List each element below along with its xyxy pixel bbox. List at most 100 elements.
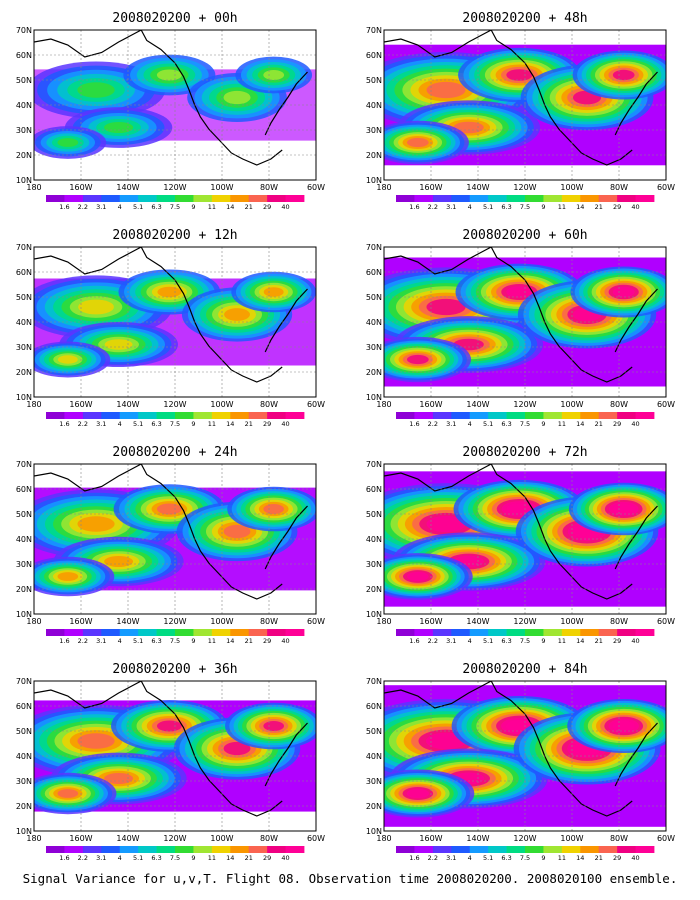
map-panel: 2008020200 + 48h 70N 60N 50N 40N 30N 20N 10N180… (366, 11, 675, 211)
lat-label: 20N (366, 585, 382, 594)
map-panel: 2008020200 + 24h 70N 60N 50N 40N 30N 20N 10N180… (16, 445, 325, 645)
colorbar-label: 4 (468, 203, 472, 211)
lat-label: 20N (366, 802, 382, 811)
colorbar-label: 3.1 (96, 637, 106, 645)
colorbar-swatch (525, 412, 544, 419)
colorbar-swatch (64, 412, 84, 419)
colorbar-label: 29 (613, 637, 621, 645)
colorbar-label: 2.2 (428, 637, 438, 645)
lon-label: 120W (163, 834, 186, 843)
colorbar-label: 7.5 (520, 203, 530, 211)
colorbar-swatch (175, 846, 194, 853)
colorbar-label: 29 (613, 420, 621, 428)
lon-label: 140W (116, 183, 139, 192)
colorbar-label: 11 (208, 637, 216, 645)
colorbar-label: 3.1 (446, 420, 456, 428)
lon-label: 180 (376, 617, 391, 626)
colorbar-label: 14 (576, 637, 584, 645)
coastline (581, 583, 633, 600)
colorbar-label: 1.6 (59, 420, 69, 428)
colorbar-label: 14 (226, 854, 234, 862)
colorbar-label: 5.1 (133, 637, 143, 645)
colorbar-swatch (561, 846, 581, 853)
lat-label: 10N (16, 827, 32, 836)
colorbar-swatch (561, 195, 581, 202)
colorbar-swatch (211, 195, 231, 202)
coastline (490, 247, 582, 371)
colorbar-swatch (248, 846, 268, 853)
lon-label: 180 (26, 834, 41, 843)
colorbar-swatch (451, 412, 471, 419)
colorbar-label: 21 (245, 854, 253, 862)
lat-label: 60N (366, 702, 382, 711)
colorbar-label: 11 (208, 203, 216, 211)
lon-label: 60W (657, 617, 675, 626)
colorbar-swatch (82, 412, 102, 419)
colorbar-label: 2.2 (78, 854, 88, 862)
colorbar-label: 7.5 (520, 420, 530, 428)
lon-label: 120W (513, 617, 536, 626)
colorbar-swatch (175, 195, 194, 202)
colorbar-swatch (46, 195, 65, 202)
colorbar-label: 11 (558, 637, 566, 645)
colorbar-swatch (432, 412, 452, 419)
lon-label: 60W (657, 183, 675, 192)
lon-label: 80W (260, 617, 278, 626)
colorbar-label: 5.1 (483, 420, 493, 428)
colorbar-swatch (267, 412, 286, 419)
colorbar-label: 29 (263, 203, 271, 211)
lon-label: 100W (560, 183, 583, 192)
lon-label: 180 (376, 834, 391, 843)
panel-title: 2008020200 + 72h (462, 445, 587, 460)
lat-label: 10N (366, 176, 382, 185)
colorbar-swatch (432, 846, 452, 853)
coastline (34, 464, 142, 492)
map-panel: 2008020200 + 00h 70N 60N 50N 40N 30N 20N 10N180… (16, 11, 325, 211)
colorbar-label: 40 (631, 420, 639, 428)
coastline (581, 366, 633, 383)
lon-label: 140W (466, 834, 489, 843)
lon-label: 60W (657, 400, 675, 409)
lat-label: 40N (366, 101, 382, 110)
colorbar-swatch (46, 846, 65, 853)
colorbar-label: 5.1 (483, 854, 493, 862)
coastline (34, 681, 142, 709)
lat-label: 20N (16, 802, 32, 811)
coastline (490, 681, 582, 805)
colorbar-label: 21 (595, 854, 603, 862)
variance-field (384, 464, 666, 614)
lat-label: 30N (366, 343, 382, 352)
map-panel: 2008020200 + 60h 70N 60N 50N 40N 30N 20N 10N180… (366, 228, 675, 428)
colorbar-label: 6.3 (151, 637, 161, 645)
colorbar-label: 3.1 (446, 854, 456, 862)
lon-label: 120W (513, 400, 536, 409)
lat-label: 50N (366, 76, 382, 85)
colorbar-label: 1.6 (409, 854, 419, 862)
lat-label: 50N (16, 727, 32, 736)
coastline (384, 464, 492, 492)
colorbar-label: 5.1 (133, 420, 143, 428)
colorbar-swatch (506, 846, 526, 853)
lat-label: 60N (16, 702, 32, 711)
lon-label: 120W (163, 617, 186, 626)
lat-label: 40N (366, 535, 382, 544)
map-frame (383, 680, 667, 832)
colorbar-label: 9 (541, 854, 545, 862)
colorbar-label: 9 (191, 420, 195, 428)
colorbar-label: 11 (208, 854, 216, 862)
lon-label: 120W (163, 183, 186, 192)
colorbar-label: 11 (558, 203, 566, 211)
lat-label: 60N (366, 268, 382, 277)
colorbar-label: 1.6 (409, 637, 419, 645)
lon-label: 100W (560, 617, 583, 626)
colorbar-swatch (396, 412, 415, 419)
lon-label: 160W (69, 400, 92, 409)
colorbar-swatch (119, 629, 139, 636)
colorbar-swatch (119, 412, 139, 419)
colorbar-swatch (248, 629, 268, 636)
variance-field (384, 30, 666, 180)
coastline (140, 464, 232, 588)
lat-label: 10N (16, 176, 32, 185)
lon-label: 60W (657, 834, 675, 843)
lon-label: 160W (419, 617, 442, 626)
